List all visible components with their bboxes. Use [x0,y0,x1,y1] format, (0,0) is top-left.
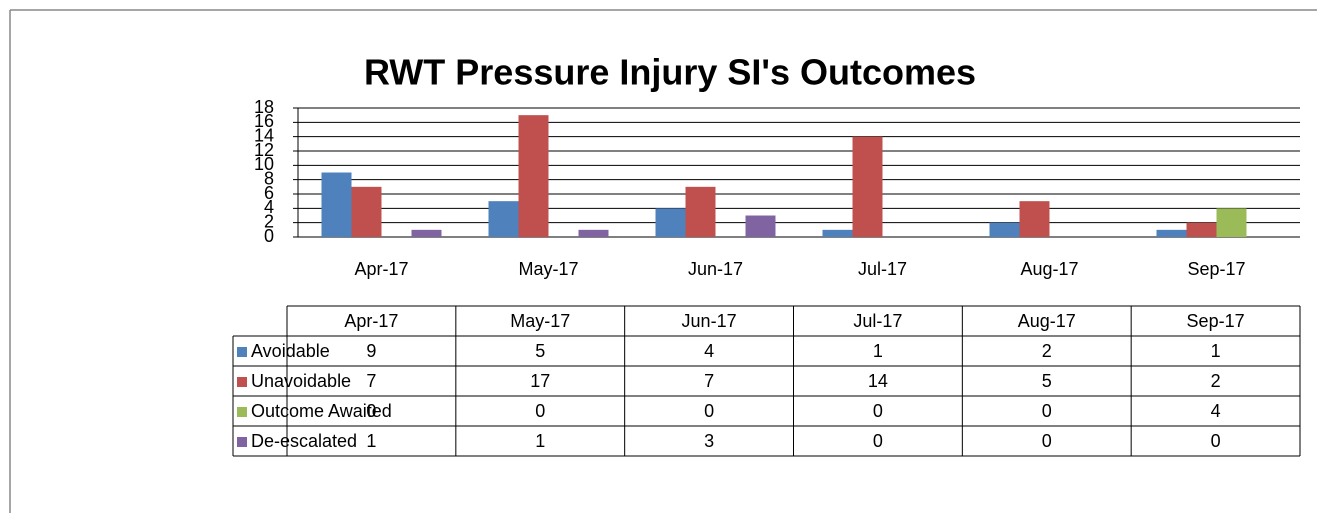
legend-swatch [237,377,247,387]
table-header: Jun-17 [682,311,737,331]
legend-label: Avoidable [251,341,330,361]
table-cell: 0 [535,401,545,421]
bar [989,222,1020,237]
table-cell: 0 [873,431,883,451]
table-cell: 0 [1211,431,1221,451]
table-cell: 3 [704,431,714,451]
bar [1156,229,1187,237]
table-cell: 1 [535,431,545,451]
bar [1216,208,1247,237]
y-tick-label: 2 [264,211,274,231]
table-cell: 7 [366,371,376,391]
table-cell: 1 [1211,341,1221,361]
table-cell: 17 [530,371,550,391]
table-cell: 0 [1042,431,1052,451]
table-header: Jul-17 [853,311,902,331]
y-tick-label: 16 [254,111,274,131]
table-header: Apr-17 [344,311,398,331]
x-tick-label: Sep-17 [1187,259,1245,279]
table-cell: 2 [1211,371,1221,391]
table-cell: 1 [366,431,376,451]
legend-label: Outcome Awaited [251,401,392,421]
y-tick-label: 12 [254,140,274,160]
table-cell: 0 [1042,401,1052,421]
legend-swatch [237,347,247,357]
bar [578,229,609,237]
bar [655,208,686,237]
bar [1186,222,1217,237]
y-tick-label: 4 [264,197,274,217]
y-tick-label: 18 [254,97,274,117]
table-header: Sep-17 [1187,311,1245,331]
table-cell: 7 [704,371,714,391]
x-tick-label: Aug-17 [1020,259,1078,279]
table-cell: 4 [1211,401,1221,421]
x-tick-label: Apr-17 [354,259,408,279]
bar [745,215,776,237]
bar [518,115,549,237]
table-cell: 14 [868,371,888,391]
table-header: May-17 [510,311,570,331]
y-tick-label: 10 [254,154,274,174]
table-cell: 9 [366,341,376,361]
x-tick-label: May-17 [518,259,578,279]
legend-label: De-escalated [251,431,357,451]
table-cell: 0 [704,401,714,421]
table-cell: 4 [704,341,714,361]
legend-swatch [237,437,247,447]
y-tick-label: 6 [264,183,274,203]
table-cell: 5 [535,341,545,361]
bar [321,172,352,237]
table-header: Aug-17 [1018,311,1076,331]
x-tick-label: Jul-17 [858,259,907,279]
bar [488,201,519,237]
bar [411,229,442,237]
bar [852,136,883,237]
legend-label: Unavoidable [251,371,351,391]
bar [822,229,853,237]
table-cell: 5 [1042,371,1052,391]
table-cell: 0 [873,401,883,421]
bar [1019,201,1050,237]
bar [685,186,716,237]
x-tick-label: Jun-17 [688,259,743,279]
table-cell: 2 [1042,341,1052,361]
y-tick-label: 0 [264,226,274,246]
y-tick-label: 8 [264,168,274,188]
table-cell: 1 [873,341,883,361]
y-tick-label: 14 [254,125,274,145]
legend-swatch [237,407,247,417]
bar [351,186,382,237]
table-cell: 0 [366,401,376,421]
chart-title: RWT Pressure Injury SI's Outcomes [364,52,976,93]
